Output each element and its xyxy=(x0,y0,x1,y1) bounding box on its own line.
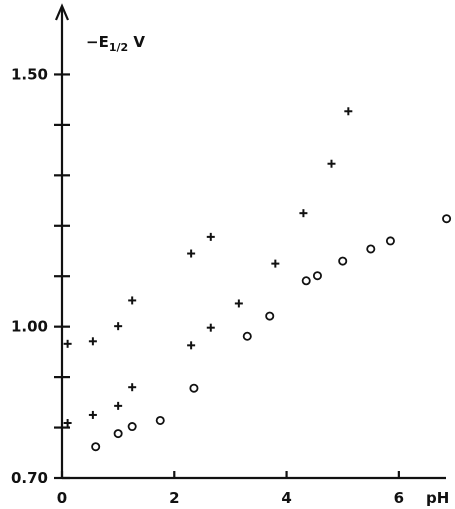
y-tick-label-3: 1.00 xyxy=(11,318,48,336)
point-plus-s0-5 xyxy=(206,232,215,241)
point-circle-s2-8 xyxy=(312,271,322,281)
point-circle-s2-3 xyxy=(155,415,165,425)
point-plus-s0-0 xyxy=(63,339,72,348)
point-plus-s0-4 xyxy=(187,249,196,258)
point-plus-s0-1 xyxy=(88,337,97,346)
y-axis-arrow xyxy=(54,3,70,21)
axes-layer xyxy=(54,3,446,480)
point-circle-s2-5 xyxy=(242,331,252,341)
y-axis-label-main: −E xyxy=(86,33,109,51)
x-axis-label: pH xyxy=(426,489,449,507)
y-axis-label-subscript: 1/2 xyxy=(109,41,128,54)
y-tick-label-0: 0.70 xyxy=(11,469,48,487)
point-plus-s1-8 xyxy=(299,209,308,218)
point-circle-s2-10 xyxy=(366,244,376,254)
y-axis-label: −E1/2 V xyxy=(86,33,145,54)
series-1 xyxy=(63,107,353,428)
ticks-layer: 0.70 1.00 1.50 0 2 4 6 xyxy=(11,65,404,507)
point-circle-s2-7 xyxy=(301,276,311,286)
point-circle-s2-6 xyxy=(265,311,275,321)
y-tick-label-8: 1.50 xyxy=(11,65,48,83)
point-plus-s1-4 xyxy=(187,341,196,350)
point-circle-s2-12 xyxy=(442,214,452,224)
point-circle-s2-11 xyxy=(385,236,395,246)
series-0 xyxy=(63,232,215,348)
x-tick-label-0: 0 xyxy=(57,489,67,507)
point-circle-s2-9 xyxy=(338,256,348,266)
labels-layer: −E1/2 V pH xyxy=(86,33,449,507)
point-circle-s2-0 xyxy=(91,442,101,452)
x-tick-label-3: 6 xyxy=(394,489,404,507)
point-plus-s1-0 xyxy=(63,419,72,428)
point-plus-s1-2 xyxy=(114,401,123,410)
x-tick-label-1: 2 xyxy=(169,489,179,507)
point-plus-s0-2 xyxy=(114,322,123,331)
point-plus-s1-7 xyxy=(271,259,280,268)
point-plus-s1-3 xyxy=(128,383,137,392)
point-plus-s1-5 xyxy=(206,323,215,332)
point-plus-s1-9 xyxy=(327,159,336,168)
point-circle-s2-4 xyxy=(189,383,199,393)
point-plus-s1-6 xyxy=(234,299,243,308)
marks-layer xyxy=(63,107,452,452)
point-plus-s0-3 xyxy=(128,296,137,305)
y-axis-label-unit: V xyxy=(128,33,145,51)
point-plus-s1-1 xyxy=(88,410,97,419)
point-plus-s1-10 xyxy=(344,107,353,116)
series-2 xyxy=(91,214,452,452)
point-circle-s2-2 xyxy=(127,422,137,432)
point-circle-s2-1 xyxy=(113,429,123,439)
x-tick-label-2: 4 xyxy=(281,489,291,507)
